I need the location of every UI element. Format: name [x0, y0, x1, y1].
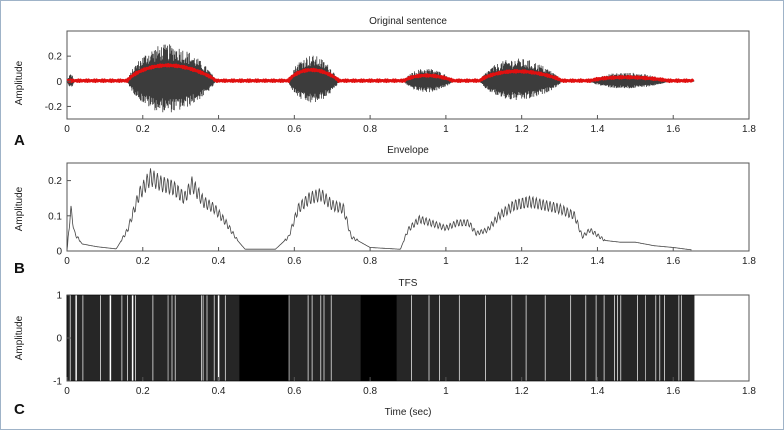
x-tick-label-b-4: 0.8: [363, 256, 377, 267]
panel-c-title: TFS: [399, 278, 418, 289]
envelope-overlay-series: [66, 63, 695, 83]
x-tick-label-b-8: 1.6: [666, 256, 680, 267]
panel-b-title: Envelope: [387, 145, 429, 156]
x-tick-label-c-4: 0.8: [363, 386, 377, 397]
x-tick-label-c-5: 1: [443, 386, 449, 397]
x-tick-label-a-3: 0.6: [287, 124, 301, 135]
y-tick-label-c-0: -1: [53, 377, 62, 388]
panel-b-letter: B: [14, 260, 25, 277]
x-tick-label-a-0: 0: [64, 124, 70, 135]
x-tick-label-b-9: 1.8: [742, 256, 756, 267]
x-tick-label-c-9: 1.8: [742, 386, 756, 397]
panel-c-plot-area: [66, 295, 695, 381]
panel-a-letter: A: [14, 132, 25, 149]
panel-original-sentence: Original sentence Amplitude A 0 0.2 0.4 0.6…: [14, 16, 756, 149]
x-tick-label-b-3: 0.6: [287, 256, 301, 267]
x-tick-label-c-3: 0.6: [287, 386, 301, 397]
panel-a-title: Original sentence: [369, 16, 447, 27]
x-tick-label-b-7: 1.4: [590, 256, 604, 267]
y-tick-label-a-2: 0.2: [48, 52, 62, 63]
y-tick-label-b-1: 0.1: [48, 211, 62, 222]
panel-b-frame: [66, 162, 750, 252]
x-tick-label-b-0: 0: [64, 256, 70, 267]
x-tick-label-a-9: 1.8: [742, 124, 756, 135]
tfs-dense-region-1: [360, 295, 397, 381]
x-tick-label-b-5: 1: [443, 256, 449, 267]
panel-a-ylabel: Amplitude: [14, 60, 25, 105]
panel-b-axes: 0 0.2 0.4 0.6 0.8 1 1.2 1.4 1.6 1.8 0 0.1 0.2: [48, 176, 756, 267]
x-tick-label-c-6: 1.2: [515, 386, 529, 397]
x-tick-label-a-4: 0.8: [363, 124, 377, 135]
x-tick-label-a-8: 1.6: [666, 124, 680, 135]
x-tick-label-a-5: 1: [443, 124, 449, 135]
panel-tfs: TFS Amplitude C 0 0.2 0.4 0.6 0.8 1 1.2 1.4 1.6 1…: [14, 278, 756, 418]
x-axis-title: Time (sec): [385, 407, 432, 418]
panel-b-plot-area: [66, 168, 692, 252]
envelope-series: [66, 168, 692, 252]
panel-c-axes: 0 0.2 0.4 0.6 0.8 1 1.2 1.4 1.6 1.8-101: [53, 291, 756, 398]
panel-b-ylabel: Amplitude: [14, 186, 25, 231]
x-tick-label-b-6: 1.2: [515, 256, 529, 267]
panel-c-letter: C: [14, 401, 25, 418]
y-tick-label-b-2: 0.2: [48, 176, 62, 187]
y-tick-label-a-1: 0: [56, 77, 62, 88]
x-tick-label-b-2: 0.4: [212, 256, 226, 267]
x-tick-label-a-6: 1.2: [515, 124, 529, 135]
x-tick-label-a-7: 1.4: [590, 124, 604, 135]
y-tick-label-c-2: 1: [56, 291, 62, 302]
panel-c-ylabel: Amplitude: [14, 315, 25, 360]
x-tick-label-c-1: 0.2: [136, 386, 150, 397]
x-tick-label-a-2: 0.4: [212, 124, 226, 135]
x-tick-label-c-2: 0.4: [212, 386, 226, 397]
y-tick-label-b-0: 0: [56, 247, 62, 258]
y-tick-label-c-1: 0: [56, 334, 62, 345]
panel-envelope: Envelope Amplitude B 0 0.2 0.4 0.6 0.8 1 1.2 1.…: [14, 145, 756, 277]
x-tick-label-c-0: 0: [64, 386, 70, 397]
x-tick-label-c-7: 1.4: [590, 386, 604, 397]
y-tick-label-a-0: -0.2: [45, 102, 63, 113]
x-tick-label-b-1: 0.2: [136, 256, 150, 267]
panel-a-axes: 0 0.2 0.4 0.6 0.8 1 1.2 1.4 1.6 1.8-0.200.2: [45, 52, 757, 135]
x-tick-label-c-8: 1.6: [666, 386, 680, 397]
x-tick-label-a-1: 0.2: [136, 124, 150, 135]
tfs-dense-region-0: [239, 295, 289, 381]
